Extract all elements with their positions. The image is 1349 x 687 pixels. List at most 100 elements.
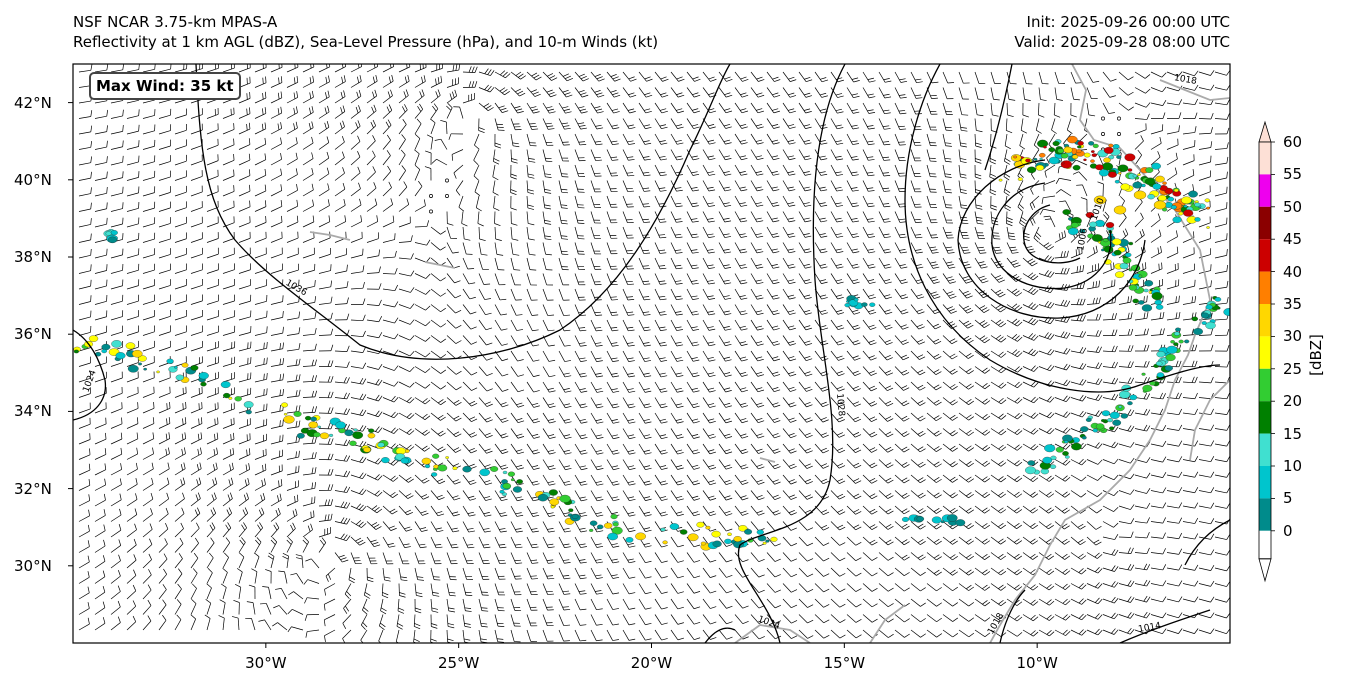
wind-barb <box>574 102 588 114</box>
wind-barb <box>1150 112 1166 119</box>
reflectivity-cell <box>1025 158 1031 163</box>
reflectivity-cell <box>696 521 705 528</box>
reflectivity-cell <box>1112 419 1122 426</box>
wind-barb <box>814 180 828 192</box>
reflectivity-cell <box>1085 417 1092 422</box>
wind-barb <box>542 195 552 210</box>
reflectivity-cell <box>679 529 688 535</box>
wind-barb <box>606 164 618 177</box>
wind-barb <box>350 151 361 166</box>
wind-barb <box>398 64 411 73</box>
reflectivity-cell <box>516 479 523 484</box>
wind-barb <box>382 181 392 197</box>
wind-barb <box>734 211 748 223</box>
reflectivity-cell <box>421 457 432 465</box>
wind-barb <box>558 133 570 146</box>
reflectivity-cell <box>1191 316 1198 322</box>
wind-barb <box>558 87 573 98</box>
wind-barb <box>814 87 828 98</box>
wind-barb <box>270 76 283 88</box>
wind-barb <box>718 102 733 114</box>
wind-barb <box>302 106 314 119</box>
wind-barb <box>734 118 748 129</box>
wind-barb <box>1214 186 1228 197</box>
wind-barb <box>1020 118 1027 134</box>
wind-barb <box>1182 126 1197 135</box>
reflectivity-cell <box>313 432 321 438</box>
wind-barb <box>430 75 443 88</box>
wind-barb <box>350 198 362 212</box>
wind-barb <box>574 71 589 82</box>
wind-barb <box>126 109 140 119</box>
wind-barb <box>453 106 464 119</box>
reflectivity-cell <box>1142 384 1153 392</box>
wind-barb <box>1041 195 1056 204</box>
reflectivity-cell <box>1039 152 1046 158</box>
wind-barb <box>782 87 797 98</box>
wind-barb <box>318 121 330 135</box>
reflectivity-cell <box>1042 456 1053 464</box>
wind-barb <box>94 140 108 150</box>
wind-barb <box>1166 125 1180 135</box>
wind-barb <box>1118 71 1134 81</box>
wind-barb <box>110 140 124 150</box>
wind-barb <box>318 105 330 119</box>
reflectivity-cell <box>597 524 604 530</box>
wind-barb <box>94 125 108 135</box>
reflectivity-cell <box>1157 194 1167 202</box>
wind-barb <box>622 211 634 224</box>
wind-barb <box>318 64 331 73</box>
wind-barb <box>974 149 982 164</box>
reflectivity-cell <box>296 432 305 439</box>
colorbar-tick-label: 10 <box>1283 457 1303 475</box>
reflectivity-cell <box>1090 159 1095 163</box>
wind-barb <box>782 211 796 223</box>
wind-barb <box>750 180 764 192</box>
wind-barb <box>94 171 108 181</box>
wind-barb <box>254 91 267 104</box>
reflectivity-cell <box>1175 327 1181 332</box>
wind-barb <box>334 199 346 212</box>
wind-barb <box>174 139 187 150</box>
wind-barb <box>350 166 361 181</box>
reflectivity-cell <box>1156 372 1165 378</box>
reflectivity-cell <box>368 428 375 433</box>
reflectivity-cell <box>1108 171 1117 178</box>
wind-barb <box>478 84 495 93</box>
wind-barb <box>622 133 635 145</box>
wind-barb <box>878 133 891 146</box>
colorbar-segment <box>1259 304 1271 337</box>
colorbar-segment <box>1259 433 1271 466</box>
time-info: Init: 2025-09-26 00:00 UTC Valid: 2025-0… <box>1014 12 1230 52</box>
wind-barb <box>302 199 314 212</box>
reflectivity-cell <box>156 370 160 374</box>
reflectivity-cell <box>770 536 778 542</box>
wind-barb <box>590 87 605 98</box>
wind-barb <box>318 151 330 166</box>
wind-barb <box>862 195 875 208</box>
reflectivity-cell <box>223 392 231 399</box>
wind-barb <box>78 140 92 150</box>
wind-barb <box>638 71 653 82</box>
reflectivity-cell <box>955 519 966 527</box>
wind-barb <box>942 180 952 194</box>
wind-barb <box>382 119 392 135</box>
reflectivity-cell <box>550 505 555 509</box>
wind-barb <box>606 118 620 130</box>
wind-barb <box>990 71 1001 84</box>
reflectivity-cell <box>1108 143 1114 148</box>
wind-barb <box>1118 102 1134 111</box>
reflectivity-cell <box>756 529 764 535</box>
wind-barb <box>174 108 187 119</box>
wind-barb <box>718 211 732 223</box>
lon-tick-label: 10°W <box>1016 654 1058 672</box>
wind-barb <box>366 150 376 166</box>
wind-barb <box>366 135 376 150</box>
colorbar-extend-bottom <box>1258 558 1272 583</box>
reflectivity-cell <box>335 421 346 429</box>
wind-barb <box>286 168 298 181</box>
reflectivity-cell <box>1223 308 1230 316</box>
reflectivity-cell <box>1178 211 1184 216</box>
reflectivity-cell <box>568 508 574 513</box>
